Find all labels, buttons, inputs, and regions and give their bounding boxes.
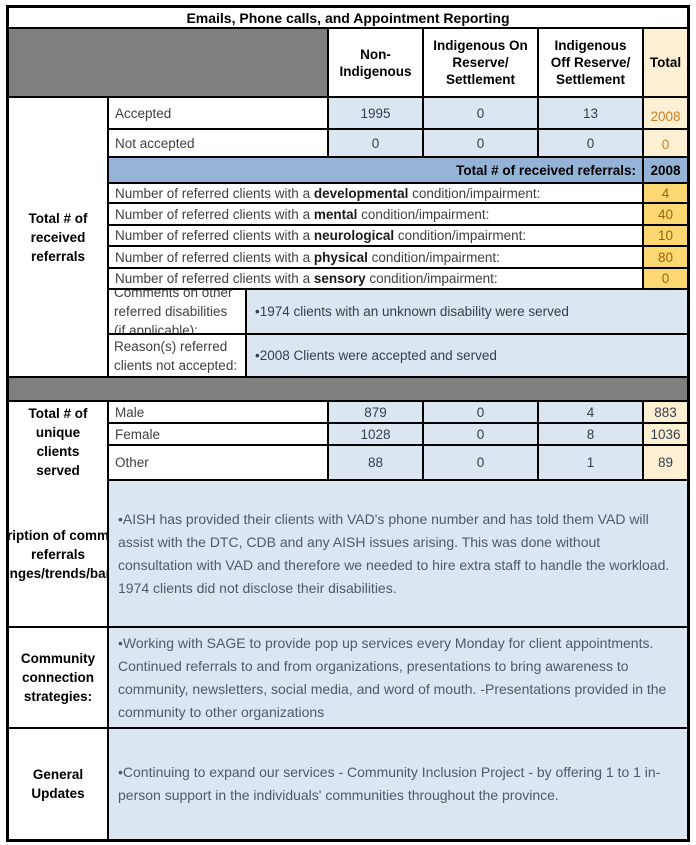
section-label-description: Description of community referrals chall…	[9, 528, 108, 581]
cell-male-non-indigenous: 879	[328, 401, 423, 423]
column-header-indigenous-on-reserve: Indigenous On Reserve/ Settlement	[423, 28, 538, 97]
general-updates-text: •Continuing to expand our services - Com…	[108, 728, 688, 840]
row-condition-neurological: Number of referred clients with a neurol…	[108, 225, 643, 246]
row-label-not-accepted: Not accepted	[108, 129, 328, 157]
cell-mental-total: 40	[643, 203, 688, 225]
cell-other-indigenous-off: 1	[538, 445, 643, 480]
row-label-accepted: Accepted	[108, 97, 328, 129]
total-received-referrals-value: 2008	[643, 157, 688, 183]
row-label-female: Female	[108, 423, 328, 445]
cell-accepted-non-indigenous: 1995	[328, 97, 423, 129]
condition-text: Number of referred clients with a sensor…	[115, 271, 498, 286]
cell-other-total: 89	[643, 445, 688, 480]
cell-female-total: 1036	[643, 423, 688, 445]
cell-other-non-indigenous: 88	[328, 445, 423, 480]
column-header-indigenous-off-reserve: Indigenous Off Reserve/ Settlement	[538, 28, 643, 97]
reasons-label: Reason(s) referred clients not accepted:	[108, 334, 246, 377]
comments-label: Comments on other referred disabilities …	[108, 289, 246, 334]
left-label-stack: Total # of unique clients served Descrip…	[8, 401, 108, 627]
cell-other-indigenous-on: 0	[423, 445, 538, 480]
cell-developmental-total: 4	[643, 183, 688, 203]
row-condition-mental: Number of referred clients with a mental…	[108, 203, 643, 225]
row-condition-physical: Number of referred clients with a physic…	[108, 246, 643, 268]
header-spacer-cell	[8, 28, 328, 97]
cell-accepted-indigenous-off: 13	[538, 97, 643, 129]
condition-text: Number of referred clients with a physic…	[115, 249, 500, 265]
section-label-unique-clients: Total # of unique clients served	[28, 405, 88, 478]
comments-text: •1974 clients with an unknown disability…	[246, 289, 688, 334]
section-label-general-updates: General Updates	[8, 728, 108, 840]
section-label-received-referrals: Total # of received referrals	[8, 97, 108, 377]
row-condition-developmental: Number of referred clients with a develo…	[108, 183, 643, 203]
community-connection-text: •Working with SAGE to provide pop up ser…	[108, 627, 688, 728]
description-text: •AISH has provided their clients with VA…	[108, 480, 688, 627]
cell-male-indigenous-on: 0	[423, 401, 538, 423]
cell-accepted-indigenous-on: 0	[423, 97, 538, 129]
column-header-non-indigenous: Non- Indigenous	[328, 28, 423, 97]
report-table: Emails, Phone calls, and Appointment Rep…	[6, 5, 690, 842]
row-label-other: Other	[108, 445, 328, 480]
cell-neurological-total: 10	[643, 225, 688, 246]
condition-text: Number of referred clients with a mental…	[115, 206, 490, 222]
cell-female-indigenous-off: 8	[538, 423, 643, 445]
cell-female-indigenous-on: 0	[423, 423, 538, 445]
cell-not-accepted-indigenous-on: 0	[423, 129, 538, 157]
column-header-total: Total	[643, 28, 688, 97]
condition-text: Number of referred clients with a develo…	[115, 185, 541, 201]
condition-text: Number of referred clients with a neurol…	[115, 228, 527, 243]
cell-male-indigenous-off: 4	[538, 401, 643, 423]
section-separator	[8, 377, 688, 401]
cell-physical-total: 80	[643, 246, 688, 268]
total-received-referrals-label: Total # of received referrals:	[108, 157, 643, 183]
cell-male-total: 883	[643, 401, 688, 423]
cell-not-accepted-total: 0	[643, 129, 688, 157]
reasons-text: •2008 Clients were accepted and served	[246, 334, 688, 377]
section-label-community-connection: Community connection strategies:	[8, 627, 108, 728]
row-condition-sensory: Number of referred clients with a sensor…	[108, 268, 643, 289]
row-label-male: Male	[108, 401, 328, 423]
cell-not-accepted-indigenous-off: 0	[538, 129, 643, 157]
cell-not-accepted-non-indigenous: 0	[328, 129, 423, 157]
cell-accepted-total: 2008	[643, 97, 688, 129]
cell-female-non-indigenous: 1028	[328, 423, 423, 445]
report-title: Emails, Phone calls, and Appointment Rep…	[8, 7, 688, 28]
cell-sensory-total: 0	[643, 268, 688, 289]
